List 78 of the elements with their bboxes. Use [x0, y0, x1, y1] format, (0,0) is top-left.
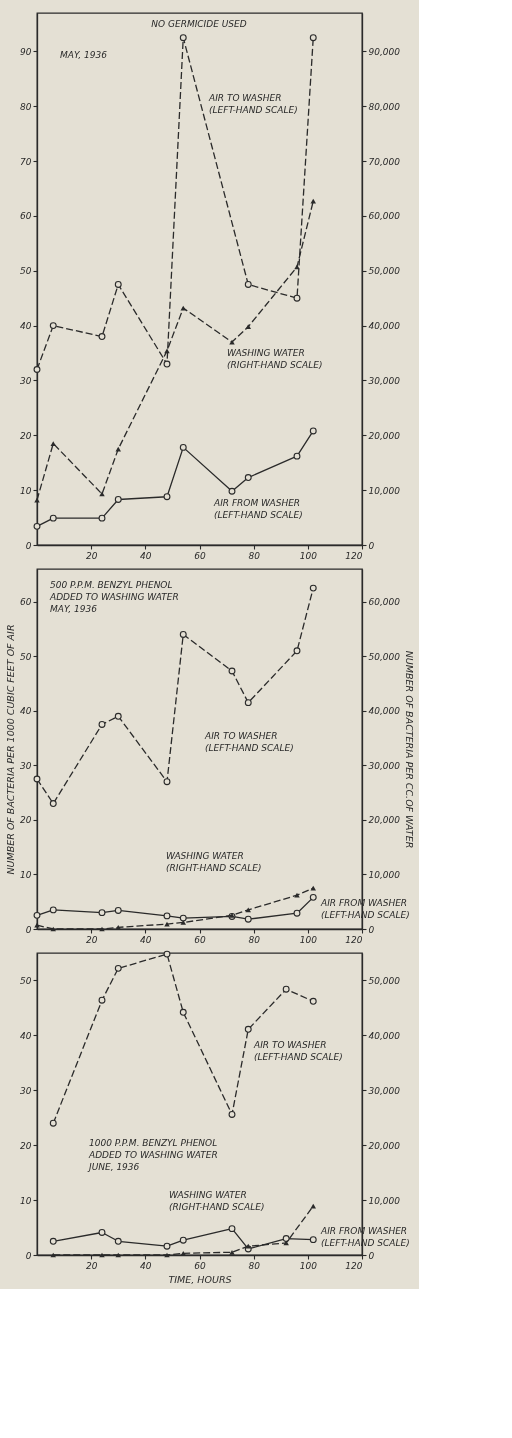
y2-tick-label: 30,000 [368, 1085, 401, 1096]
annotation: AIR TO WASHER (LEFT-HAND SCALE) [204, 731, 294, 753]
y2-tick-label: 0 [368, 540, 375, 551]
y-tick-label: 20 [20, 1140, 32, 1151]
x-tick-label: 20 [85, 934, 98, 945]
annotation: AIR TO WASHER (LEFT-HAND SCALE) [253, 1040, 343, 1062]
y2-tick-label: 0 [368, 924, 375, 935]
y2-tick-label: 20,000 [368, 1140, 401, 1151]
x-tick-label: 60 [194, 550, 206, 561]
y-tick-label: 0 [25, 1250, 32, 1261]
y2-tick-label: 20,000 [368, 430, 401, 441]
y2-tick-label: 10,000 [368, 485, 401, 496]
annotation: 500 P.P.M. BENZYL PHENOL ADDED TO WASHING WATER MAY, 1936 [49, 580, 179, 614]
y2-tick-label: 10,000 [368, 1195, 401, 1206]
y2-tick-label: 40,000 [368, 706, 401, 717]
y-tick-label: 0 [25, 540, 32, 551]
annotation: WASHING WATER (RIGHT-HAND SCALE) [169, 1190, 265, 1212]
y-axis-title: NUMBER OF BACTERIA PER 1000 CUBIC FEET OF AIR [5, 624, 17, 875]
y-tick-label: 80 [20, 101, 32, 112]
y2-tick-label: 70,000 [368, 156, 401, 167]
y-tick-label: 60 [20, 211, 32, 222]
annotation: NO GERMICIDE USED [151, 19, 247, 29]
x-tick-label: 40 [140, 1260, 152, 1271]
x-tick-label: 100 [299, 1260, 318, 1271]
y-tick-label: 30 [20, 375, 32, 386]
y-tick-label: 60 [20, 597, 32, 608]
x-tick-label: 80 [248, 550, 261, 561]
x-tick-label: 80 [248, 1260, 261, 1271]
y-tick-label: 90 [20, 46, 32, 57]
y-tick-label: 30 [20, 760, 32, 771]
y-tick-label: 50 [20, 266, 32, 277]
y-tick-label: 40 [20, 706, 32, 717]
y2-tick-label: 40,000 [368, 1030, 401, 1041]
y2-tick-label: 20,000 [368, 815, 401, 826]
x-tick-label: 60 [194, 1260, 206, 1271]
annotation: AIR TO WASHER (LEFT-HAND SCALE) [208, 93, 298, 115]
annotation: 1000 P.P.M. BENZYL PHENOL ADDED TO WASHING WATER JUNE, 1936 [87, 1138, 218, 1172]
y2-tick-label: 60,000 [368, 597, 401, 608]
y-tick-label: 50 [20, 975, 32, 986]
y-tick-label: 20 [20, 815, 32, 826]
y2-tick-label: 50,000 [368, 975, 401, 986]
y-tick-label: 20 [20, 430, 32, 441]
y-tick-label: 40 [20, 321, 32, 332]
y2-tick-label: 40,000 [368, 321, 401, 332]
annotation: AIR FROM WASHER (LEFT-HAND SCALE) [213, 498, 303, 520]
x-tick-label: 20 [85, 1260, 98, 1271]
annotation: MAY, 1936 [60, 50, 108, 60]
x-tick-label: 120 [345, 934, 363, 945]
x-tick-label: 100 [299, 550, 318, 561]
y2-axis-title: NUMBER OF BACTERIA PER CC.OF WATER [403, 650, 415, 849]
y-tick-label: 10 [20, 869, 32, 880]
y2-tick-label: 50,000 [368, 266, 401, 277]
x-tick-label: 60 [194, 934, 206, 945]
y-tick-label: 10 [20, 485, 32, 496]
x-tick-label: 120 [345, 550, 363, 561]
y-tick-label: 40 [20, 1030, 32, 1041]
y2-tick-label: 50,000 [368, 651, 401, 662]
y-tick-label: 30 [20, 1085, 32, 1096]
x-tick-label: 80 [248, 934, 261, 945]
x-tick-label: 20 [85, 550, 98, 561]
y2-tick-label: 90,000 [368, 46, 401, 57]
y-tick-label: 0 [25, 924, 32, 935]
y2-tick-label: 30,000 [368, 375, 401, 386]
y2-tick-label: 80,000 [368, 101, 401, 112]
annotation: WASHING WATER (RIGHT-HAND SCALE) [227, 348, 323, 370]
x-tick-label: 40 [140, 550, 152, 561]
x-tick-label: 40 [140, 934, 152, 945]
x-tick-label: 100 [299, 934, 318, 945]
y2-tick-label: 30,000 [368, 760, 401, 771]
y-tick-label: 50 [20, 651, 32, 662]
y-tick-label: 10 [20, 1195, 32, 1206]
y2-tick-label: 10,000 [368, 869, 401, 880]
annotation: WASHING WATER (RIGHT-HAND SCALE) [166, 851, 262, 873]
y2-tick-label: 60,000 [368, 211, 401, 222]
y2-tick-label: 0 [368, 1250, 375, 1261]
x-axis-title: TIME, HOURS [168, 1273, 232, 1285]
x-tick-label: 120 [345, 1260, 363, 1271]
y-tick-label: 70 [20, 156, 32, 167]
